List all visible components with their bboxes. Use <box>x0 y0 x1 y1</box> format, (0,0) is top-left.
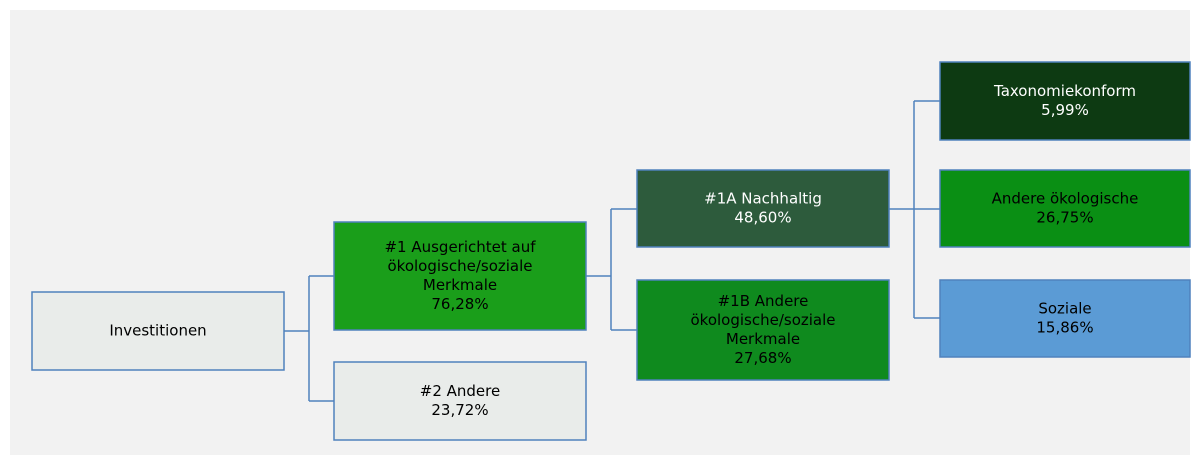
node-text: #1A Nachhaltig <box>704 190 822 208</box>
node-text: ökologische/soziale <box>690 311 835 329</box>
node-text: Merkmale <box>726 330 800 348</box>
node-box <box>939 169 1191 248</box>
node-text: 48,60% <box>734 209 791 227</box>
node-text: #1 Ausgerichtet auf <box>384 238 536 256</box>
node-text: Investitionen <box>109 322 206 340</box>
node-text: 23,72% <box>431 401 488 419</box>
node-box <box>636 169 890 248</box>
node-text: 76,28% <box>431 295 488 313</box>
node-box <box>333 361 587 441</box>
node-text: 5,99% <box>1041 101 1089 119</box>
connector <box>284 275 334 402</box>
node-text: Merkmale <box>423 276 497 294</box>
node-text: Taxonomiekonform <box>993 82 1136 100</box>
connector <box>586 208 637 331</box>
node-text: 26,75% <box>1036 209 1093 227</box>
node-box <box>939 279 1191 358</box>
node-text: Andere ökologische <box>992 190 1139 208</box>
node-text: 15,86% <box>1036 319 1093 337</box>
node-text: Soziale <box>1038 300 1091 318</box>
node-text: ökologische/soziale <box>387 257 532 275</box>
node-text: #1B Andere <box>718 292 809 310</box>
connector <box>889 100 940 319</box>
node-box <box>31 291 285 371</box>
node-text: #2 Andere <box>420 382 500 400</box>
node-text: 27,68% <box>734 349 791 367</box>
node-box <box>636 279 890 381</box>
node-box <box>939 61 1191 141</box>
node-box <box>333 221 587 331</box>
